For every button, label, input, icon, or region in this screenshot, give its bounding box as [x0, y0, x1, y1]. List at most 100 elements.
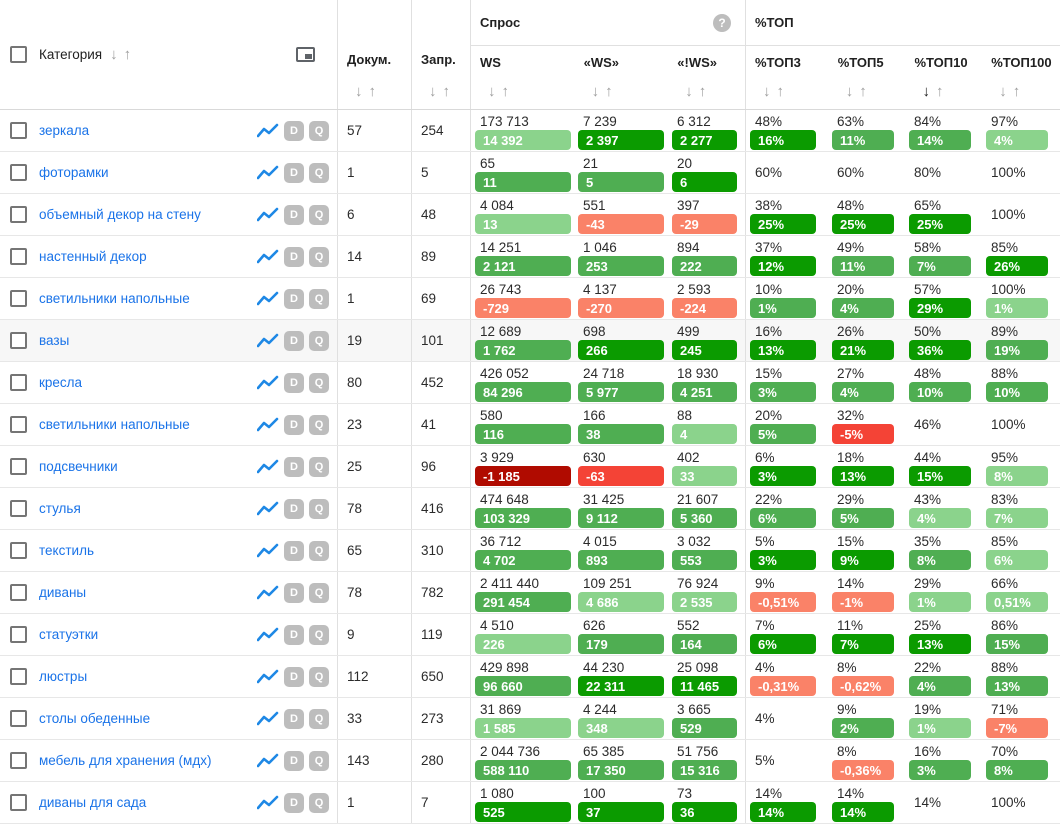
sort-desc-icon[interactable]: ↓	[685, 83, 693, 100]
queries-button[interactable]: Q	[309, 498, 329, 519]
category-link[interactable]: светильники напольные	[39, 417, 190, 432]
documents-button[interactable]: D	[284, 666, 304, 687]
sort-desc-icon[interactable]: ↓	[763, 83, 771, 100]
row-checkbox[interactable]	[10, 668, 27, 685]
queries-button[interactable]: Q	[309, 414, 329, 435]
row-checkbox[interactable]	[10, 626, 27, 643]
row-checkbox[interactable]	[10, 248, 27, 265]
row-checkbox[interactable]	[10, 164, 27, 181]
row-checkbox[interactable]	[10, 500, 27, 517]
sort-desc-icon[interactable]: ↓	[845, 83, 854, 100]
category-link[interactable]: объемный декор на стену	[39, 207, 201, 222]
chart-line-icon[interactable]	[257, 584, 279, 602]
queries-button[interactable]: Q	[309, 582, 329, 603]
category-link[interactable]: кресла	[39, 375, 83, 390]
category-link[interactable]: текстиль	[39, 543, 94, 558]
row-checkbox[interactable]	[10, 290, 27, 307]
category-link[interactable]: столы обеденные	[39, 711, 151, 726]
documents-button[interactable]: D	[284, 582, 304, 603]
category-link[interactable]: стулья	[39, 501, 81, 516]
documents-button[interactable]: D	[284, 372, 304, 393]
category-link[interactable]: светильники напольные	[39, 291, 190, 306]
queries-button[interactable]: Q	[309, 162, 329, 183]
chart-line-icon[interactable]	[257, 752, 279, 770]
chart-line-icon[interactable]	[257, 710, 279, 728]
sort-desc-icon-active[interactable]: ↓	[922, 83, 930, 100]
queries-button[interactable]: Q	[309, 540, 329, 561]
chart-line-icon[interactable]	[257, 668, 279, 686]
sort-asc-icon[interactable]: ↑	[1012, 83, 1021, 100]
row-checkbox[interactable]	[10, 710, 27, 727]
sort-asc-icon[interactable]: ↑	[368, 83, 377, 100]
queries-button[interactable]: Q	[309, 330, 329, 351]
chart-line-icon[interactable]	[257, 122, 279, 140]
row-checkbox[interactable]	[10, 584, 27, 601]
queries-button[interactable]: Q	[309, 204, 329, 225]
sort-desc-icon[interactable]: ↓	[999, 83, 1007, 100]
chart-line-icon[interactable]	[257, 500, 279, 518]
select-all-checkbox[interactable]	[10, 46, 27, 63]
chart-line-icon[interactable]	[257, 794, 279, 812]
chart-line-icon[interactable]	[257, 626, 279, 644]
row-checkbox[interactable]	[10, 416, 27, 433]
chart-line-icon[interactable]	[257, 248, 279, 266]
queries-button[interactable]: Q	[309, 792, 329, 813]
queries-button[interactable]: Q	[309, 708, 329, 729]
documents-button[interactable]: D	[284, 498, 304, 519]
help-icon[interactable]: ?	[713, 13, 731, 32]
sort-desc-icon[interactable]: ↓	[355, 83, 363, 100]
chart-line-icon[interactable]	[257, 542, 279, 560]
category-link[interactable]: настенный декор	[39, 249, 147, 264]
queries-button[interactable]: Q	[309, 246, 329, 267]
documents-button[interactable]: D	[284, 708, 304, 729]
category-link[interactable]: подсвечники	[39, 459, 118, 474]
row-checkbox[interactable]	[10, 458, 27, 475]
chart-line-icon[interactable]	[257, 290, 279, 308]
sort-desc-icon[interactable]: ↓	[488, 83, 496, 100]
category-link[interactable]: зеркала	[39, 123, 90, 138]
category-link[interactable]: статуэтки	[39, 627, 99, 642]
documents-button[interactable]: D	[284, 162, 304, 183]
sort-asc-icon[interactable]: ↑	[123, 46, 132, 63]
category-link[interactable]: фоторамки	[39, 165, 109, 180]
category-link[interactable]: вазы	[39, 333, 70, 348]
documents-button[interactable]: D	[284, 330, 304, 351]
documents-button[interactable]: D	[284, 414, 304, 435]
queries-button[interactable]: Q	[309, 288, 329, 309]
sort-asc-icon[interactable]: ↑	[442, 83, 451, 100]
documents-button[interactable]: D	[284, 750, 304, 771]
row-checkbox[interactable]	[10, 206, 27, 223]
documents-button[interactable]: D	[284, 288, 304, 309]
row-checkbox[interactable]	[10, 542, 27, 559]
documents-button[interactable]: D	[284, 204, 304, 225]
row-checkbox[interactable]	[10, 332, 27, 349]
row-checkbox[interactable]	[10, 374, 27, 391]
documents-button[interactable]: D	[284, 540, 304, 561]
category-link[interactable]: диваны для сада	[39, 795, 147, 810]
documents-button[interactable]: D	[284, 624, 304, 645]
sort-asc-icon[interactable]: ↑	[698, 83, 707, 100]
sort-desc-icon[interactable]: ↓	[591, 83, 600, 100]
chart-line-icon[interactable]	[257, 164, 279, 182]
queries-button[interactable]: Q	[309, 120, 329, 141]
category-link[interactable]: мебель для хранения (мдх)	[39, 753, 212, 768]
sort-asc-icon[interactable]: ↑	[501, 83, 510, 100]
documents-button[interactable]: D	[284, 246, 304, 267]
category-link[interactable]: диваны	[39, 585, 87, 600]
queries-button[interactable]: Q	[309, 624, 329, 645]
sort-desc-icon[interactable]: ↓	[110, 46, 118, 63]
sort-asc-icon[interactable]: ↑	[935, 83, 944, 100]
queries-button[interactable]: Q	[309, 456, 329, 477]
chart-line-icon[interactable]	[257, 374, 279, 392]
chart-line-icon[interactable]	[257, 206, 279, 224]
chart-line-icon[interactable]	[257, 332, 279, 350]
chart-line-icon[interactable]	[257, 416, 279, 434]
documents-button[interactable]: D	[284, 456, 304, 477]
row-checkbox[interactable]	[10, 752, 27, 769]
sort-asc-icon[interactable]: ↑	[859, 83, 867, 100]
sort-desc-icon[interactable]: ↓	[429, 83, 437, 100]
queries-button[interactable]: Q	[309, 750, 329, 771]
queries-button[interactable]: Q	[309, 666, 329, 687]
documents-button[interactable]: D	[284, 792, 304, 813]
chart-line-icon[interactable]	[257, 458, 279, 476]
